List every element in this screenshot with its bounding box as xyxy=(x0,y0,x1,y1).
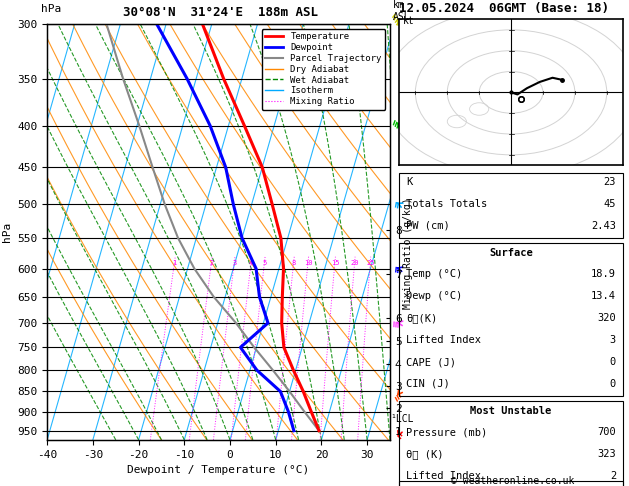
Text: θᴇ(K): θᴇ(K) xyxy=(406,313,437,323)
Bar xyxy=(399,243,623,396)
Text: CIN (J): CIN (J) xyxy=(406,379,450,389)
Text: 45: 45 xyxy=(603,199,616,209)
Text: 10: 10 xyxy=(304,260,313,266)
Text: ¹LCL: ¹LCL xyxy=(390,415,413,424)
Text: 25: 25 xyxy=(366,260,375,266)
Text: Mixing Ratio (g/kg): Mixing Ratio (g/kg) xyxy=(403,197,413,309)
Text: hPa: hPa xyxy=(41,4,61,14)
Text: Most Unstable: Most Unstable xyxy=(470,405,552,416)
Text: 0: 0 xyxy=(610,379,616,389)
Text: 1: 1 xyxy=(172,260,177,266)
Text: θᴇ (K): θᴇ (K) xyxy=(406,450,443,459)
Text: Totals Totals: Totals Totals xyxy=(406,199,487,209)
Text: 23: 23 xyxy=(603,177,616,187)
Text: 15: 15 xyxy=(331,260,339,266)
Bar xyxy=(399,481,623,486)
Text: 2: 2 xyxy=(209,260,214,266)
Text: Temp (°C): Temp (°C) xyxy=(406,269,462,279)
Text: km
ASL: km ASL xyxy=(393,0,411,22)
Text: Dewp (°C): Dewp (°C) xyxy=(406,291,462,301)
Text: © weatheronline.co.uk: © weatheronline.co.uk xyxy=(451,476,574,486)
Text: 20: 20 xyxy=(350,260,359,266)
Text: Lifted Index: Lifted Index xyxy=(406,335,481,345)
Text: 320: 320 xyxy=(598,313,616,323)
X-axis label: Dewpoint / Temperature (°C): Dewpoint / Temperature (°C) xyxy=(128,465,309,475)
Text: PW (cm): PW (cm) xyxy=(406,221,450,231)
Text: 8: 8 xyxy=(292,260,296,266)
Bar xyxy=(399,173,623,238)
Text: CAPE (J): CAPE (J) xyxy=(406,357,456,367)
Text: 323: 323 xyxy=(598,450,616,459)
Text: 12.05.2024  06GMT (Base: 18): 12.05.2024 06GMT (Base: 18) xyxy=(399,2,610,15)
Text: 3: 3 xyxy=(232,260,237,266)
Text: Surface: Surface xyxy=(489,247,533,258)
Text: 3: 3 xyxy=(610,335,616,345)
Text: 13.4: 13.4 xyxy=(591,291,616,301)
Y-axis label: hPa: hPa xyxy=(2,222,12,242)
Text: kt: kt xyxy=(403,16,415,26)
Text: Lifted Index: Lifted Index xyxy=(406,471,481,481)
Legend: Temperature, Dewpoint, Parcel Trajectory, Dry Adiabat, Wet Adiabat, Isotherm, Mi: Temperature, Dewpoint, Parcel Trajectory… xyxy=(262,29,386,110)
Text: K: K xyxy=(406,177,413,187)
Text: Pressure (mb): Pressure (mb) xyxy=(406,428,487,437)
Text: 18.9: 18.9 xyxy=(591,269,616,279)
Text: 4: 4 xyxy=(249,260,253,266)
Text: 2.43: 2.43 xyxy=(591,221,616,231)
Text: 0: 0 xyxy=(610,357,616,367)
Text: 5: 5 xyxy=(262,260,267,266)
Text: 2: 2 xyxy=(610,471,616,481)
Text: 30°08'N  31°24'E  188m ASL: 30°08'N 31°24'E 188m ASL xyxy=(123,5,318,18)
Bar xyxy=(399,401,623,486)
Text: 700: 700 xyxy=(598,428,616,437)
